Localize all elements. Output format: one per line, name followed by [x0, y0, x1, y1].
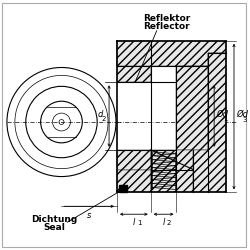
- Polygon shape: [117, 150, 151, 170]
- Text: Reflektor: Reflektor: [143, 14, 190, 24]
- Text: Dichtung: Dichtung: [32, 215, 78, 224]
- Text: d: d: [98, 110, 103, 118]
- Bar: [117, 41, 226, 192]
- Text: Seal: Seal: [44, 222, 66, 232]
- Text: 2: 2: [166, 220, 171, 226]
- Text: 3: 3: [243, 116, 248, 122]
- Text: s: s: [87, 211, 92, 220]
- Polygon shape: [117, 170, 151, 192]
- Text: Reflector: Reflector: [143, 22, 190, 31]
- Bar: [119, 186, 127, 192]
- Text: 2: 2: [102, 116, 106, 122]
- Text: Ød: Ød: [236, 110, 248, 119]
- Text: 1: 1: [137, 220, 141, 226]
- Polygon shape: [193, 52, 226, 192]
- Text: 1: 1: [223, 116, 228, 122]
- Polygon shape: [117, 41, 226, 66]
- Polygon shape: [176, 66, 208, 150]
- Text: l: l: [133, 218, 135, 227]
- Polygon shape: [151, 150, 193, 192]
- Text: l: l: [162, 218, 165, 227]
- Polygon shape: [117, 41, 151, 82]
- Text: Ød: Ød: [216, 110, 228, 118]
